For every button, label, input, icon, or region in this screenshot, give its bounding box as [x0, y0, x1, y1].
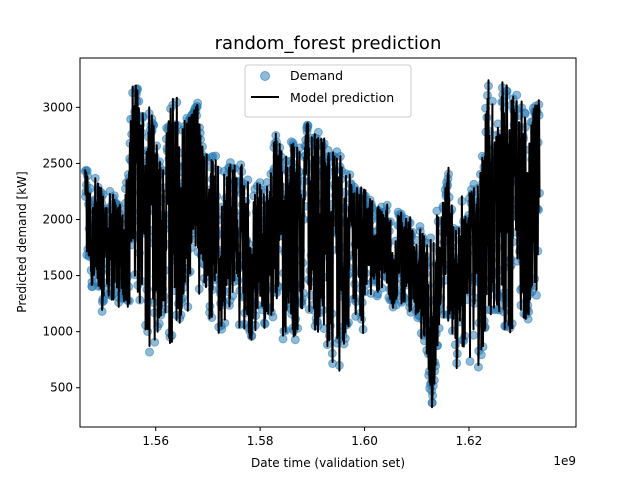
demand-point [154, 319, 164, 329]
x-tick-label: 1.60 [351, 434, 378, 448]
y-tick-label: 500 [50, 381, 73, 395]
legend-demand-marker [260, 71, 270, 81]
x-axis-offset-label: 1e9 [553, 454, 576, 468]
x-tick-label: 1.56 [142, 434, 169, 448]
y-tick-label: 1500 [42, 269, 73, 283]
x-axis-label: Date time (validation set) [251, 456, 405, 470]
y-tick-label: 3000 [42, 100, 73, 114]
x-tick-label: 1.58 [247, 434, 274, 448]
demand-point [532, 290, 541, 300]
demand-point [145, 347, 154, 357]
plot-area [80, 79, 544, 409]
legend: Demand Model prediction [244, 64, 412, 118]
y-tick-label: 2500 [42, 156, 73, 170]
legend-prediction-label: Model prediction [290, 90, 394, 105]
demand-point [211, 151, 221, 161]
legend-demand-label: Demand [290, 68, 343, 83]
demand-point [465, 356, 475, 366]
chart-title: random_forest prediction [215, 33, 442, 54]
y-axis-label: Predicted demand [kW] [15, 171, 29, 312]
y-tick-label: 1000 [42, 325, 73, 339]
demand-point [268, 312, 278, 322]
x-tick-label: 1.62 [456, 434, 483, 448]
y-tick-label: 2000 [42, 213, 73, 227]
demand-point [290, 335, 300, 345]
